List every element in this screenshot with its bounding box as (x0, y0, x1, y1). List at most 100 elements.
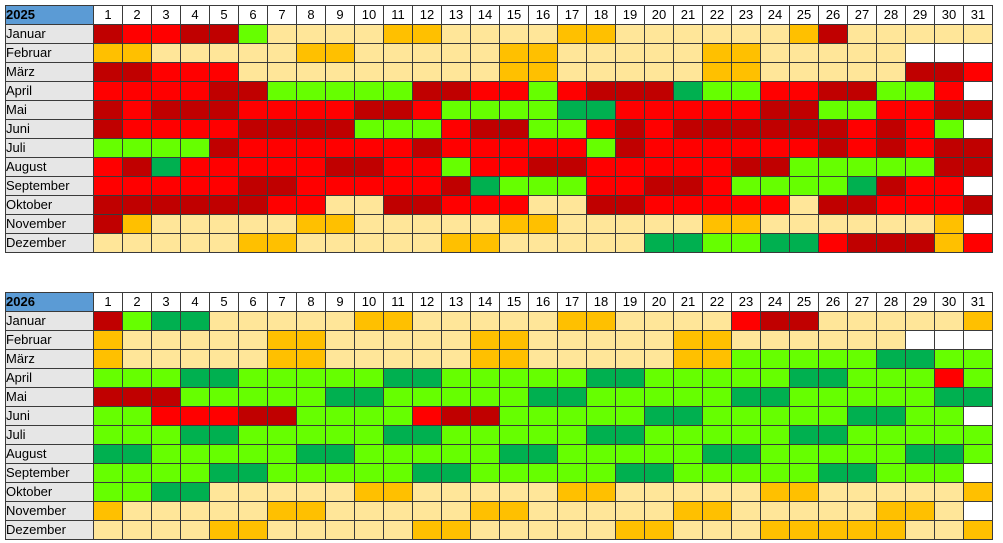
day-cell (499, 214, 529, 234)
day-cell (557, 520, 587, 540)
day-cell (963, 233, 993, 253)
day-header: 31 (963, 5, 993, 25)
day-cell (325, 195, 355, 215)
day-header: 20 (644, 292, 674, 312)
day-cell (93, 138, 123, 158)
day-cell (180, 138, 210, 158)
day-cell (93, 501, 123, 521)
day-cell (354, 81, 384, 101)
day-cell (789, 349, 819, 369)
day-cell (876, 501, 906, 521)
day-cell (876, 425, 906, 445)
day-cell (644, 62, 674, 82)
day-cell (209, 501, 239, 521)
day-cell (731, 311, 761, 331)
day-cell (441, 62, 471, 82)
day-cell (383, 444, 413, 464)
day-header: 14 (470, 5, 500, 25)
day-cell (499, 100, 529, 120)
day-cell (847, 195, 877, 215)
day-cell (673, 520, 703, 540)
day-cell (905, 368, 935, 388)
day-cell (151, 195, 181, 215)
day-cell (180, 214, 210, 234)
day-cell (122, 214, 152, 234)
day-cell (615, 100, 645, 120)
day-cell (934, 444, 964, 464)
day-cell (180, 501, 210, 521)
day-cell (441, 501, 471, 521)
day-cell (934, 482, 964, 502)
day-cell (383, 119, 413, 139)
day-cell (528, 368, 558, 388)
day-cell (93, 311, 123, 331)
day-cell (760, 368, 790, 388)
day-cell (412, 176, 442, 196)
day-cell (905, 444, 935, 464)
day-cell (876, 43, 906, 63)
day-cell (499, 157, 529, 177)
day-cell (528, 330, 558, 350)
day-cell (963, 119, 993, 139)
day-cell (615, 406, 645, 426)
day-header: 13 (441, 292, 471, 312)
day-cell (702, 368, 732, 388)
day-cell (151, 24, 181, 44)
day-header: 15 (499, 292, 529, 312)
day-cell (557, 214, 587, 234)
day-cell (93, 482, 123, 502)
day-cell (470, 425, 500, 445)
day-cell (673, 501, 703, 521)
day-cell (963, 368, 993, 388)
day-cell (180, 311, 210, 331)
day-cell (847, 214, 877, 234)
day-cell (702, 157, 732, 177)
day-cell (586, 463, 616, 483)
day-header: 8 (296, 292, 326, 312)
day-cell (644, 387, 674, 407)
day-cell (760, 81, 790, 101)
day-cell (847, 482, 877, 502)
day-cell (528, 311, 558, 331)
day-cell (731, 482, 761, 502)
day-cell (296, 368, 326, 388)
day-cell (905, 214, 935, 234)
day-cell (702, 62, 732, 82)
day-cell (296, 330, 326, 350)
day-cell (122, 444, 152, 464)
day-cell (325, 233, 355, 253)
day-cell (586, 81, 616, 101)
day-cell (528, 233, 558, 253)
day-cell (267, 157, 297, 177)
day-cell (847, 233, 877, 253)
day-cell (296, 24, 326, 44)
day-cell (238, 406, 268, 426)
day-cell (93, 195, 123, 215)
day-cell (238, 138, 268, 158)
day-cell (528, 62, 558, 82)
day-cell (905, 520, 935, 540)
day-cell (876, 233, 906, 253)
day-header: 18 (586, 292, 616, 312)
day-cell (789, 176, 819, 196)
day-cell (122, 425, 152, 445)
day-cell (238, 311, 268, 331)
day-cell (499, 311, 529, 331)
day-header: 28 (876, 292, 906, 312)
day-cell (934, 387, 964, 407)
day-cell (673, 138, 703, 158)
day-cell (93, 62, 123, 82)
day-cell (615, 24, 645, 44)
day-cell (963, 501, 993, 521)
day-header: 23 (731, 292, 761, 312)
day-cell (557, 195, 587, 215)
day-cell (122, 81, 152, 101)
day-cell (528, 463, 558, 483)
day-cell (731, 195, 761, 215)
day-cell (847, 501, 877, 521)
calendar-table-2026: 2026 1 2 3 4 5 6 7 8 9 10 11 12 13 14 15 16 17 18 19 20 21 22… (5, 292, 993, 540)
day-cell (586, 444, 616, 464)
day-cell (963, 214, 993, 234)
day-cell (470, 520, 500, 540)
day-cell (296, 387, 326, 407)
